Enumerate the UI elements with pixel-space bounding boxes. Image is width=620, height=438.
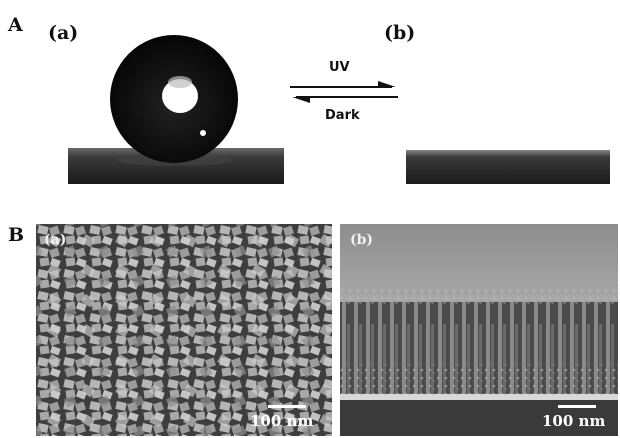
scale-text-left: 100 nm xyxy=(250,412,314,430)
uv-label: UV xyxy=(329,60,350,75)
sem-cross-section-image xyxy=(340,224,618,436)
water-droplet-image xyxy=(68,35,284,184)
dark-label: Dark xyxy=(325,108,360,123)
panel-b-right-label: (b) xyxy=(350,232,374,248)
scale-text-right: 100 nm xyxy=(542,412,606,430)
panel-a-right-label: (b) xyxy=(384,22,416,44)
reversible-arrows xyxy=(290,81,398,103)
sem-top-view-image xyxy=(36,224,332,436)
spread-film-image xyxy=(406,150,610,184)
panel-a-left-label: (a) xyxy=(48,22,79,44)
panel-letter-b: B xyxy=(8,224,25,246)
scale-bar-left xyxy=(268,405,306,408)
panel-b-left-label: (a) xyxy=(44,232,67,248)
scale-bar-right xyxy=(558,405,596,408)
droplet-highlight xyxy=(162,79,198,113)
panel-letter-a: A xyxy=(8,14,23,36)
substrate-right xyxy=(406,150,610,184)
